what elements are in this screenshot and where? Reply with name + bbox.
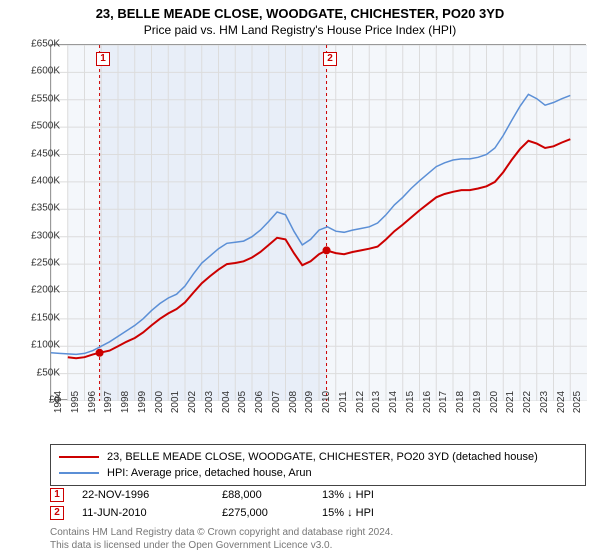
page-subtitle: Price paid vs. HM Land Registry's House … bbox=[0, 23, 600, 37]
y-axis-label: £650K bbox=[31, 39, 60, 50]
x-axis-label: 2012 bbox=[355, 391, 366, 413]
x-axis-label: 2019 bbox=[472, 391, 483, 413]
x-axis-label: 2000 bbox=[154, 391, 165, 413]
x-axis-label: 2011 bbox=[338, 391, 349, 413]
y-axis-label: £300K bbox=[31, 230, 60, 241]
x-axis-label: 2009 bbox=[304, 391, 315, 413]
y-axis-label: £350K bbox=[31, 203, 60, 214]
x-axis-label: 2022 bbox=[522, 391, 533, 413]
legend-item: HPI: Average price, detached house, Arun bbox=[59, 465, 577, 481]
chart-canvas bbox=[51, 45, 587, 401]
x-axis-label: 1997 bbox=[103, 391, 114, 413]
x-axis-label: 1999 bbox=[137, 391, 148, 413]
sale-date: 11-JUN-2010 bbox=[82, 507, 222, 519]
x-axis-label: 1998 bbox=[120, 391, 131, 413]
sale-row: 1 22-NOV-1996£88,00013% ↓ HPI bbox=[50, 486, 442, 504]
x-axis-label: 2014 bbox=[388, 391, 399, 413]
x-axis-label: 2008 bbox=[288, 391, 299, 413]
x-axis-label: 2020 bbox=[489, 391, 500, 413]
legend-swatch bbox=[59, 456, 99, 458]
legend-swatch bbox=[59, 472, 99, 474]
x-axis-label: 2004 bbox=[221, 391, 232, 413]
legend-item: 23, BELLE MEADE CLOSE, WOODGATE, CHICHES… bbox=[59, 449, 577, 465]
footer-line: This data is licensed under the Open Gov… bbox=[50, 539, 393, 552]
sales-table: 1 22-NOV-1996£88,00013% ↓ HPI 2 11-JUN-2010… bbox=[50, 486, 442, 522]
x-axis-label: 2013 bbox=[371, 391, 382, 413]
x-axis-label: 1996 bbox=[87, 391, 98, 413]
y-axis-label: £400K bbox=[31, 175, 60, 186]
legend-label: 23, BELLE MEADE CLOSE, WOODGATE, CHICHES… bbox=[107, 451, 538, 463]
x-axis-label: 2007 bbox=[271, 391, 282, 413]
sale-marker-1: 1 bbox=[96, 52, 110, 66]
y-axis-label: £50K bbox=[37, 367, 60, 378]
sale-marker-2: 2 bbox=[323, 52, 337, 66]
x-axis-label: 2024 bbox=[556, 391, 567, 413]
legend-label: HPI: Average price, detached house, Arun bbox=[107, 467, 312, 479]
footer-line: Contains HM Land Registry data © Crown c… bbox=[50, 526, 393, 539]
sale-row: 2 11-JUN-2010£275,00015% ↓ HPI bbox=[50, 504, 442, 522]
x-axis-label: 2005 bbox=[237, 391, 248, 413]
x-axis-label: 2018 bbox=[455, 391, 466, 413]
x-axis-label: 2021 bbox=[505, 391, 516, 413]
sale-diff: 15% ↓ HPI bbox=[322, 507, 442, 519]
y-axis-label: £550K bbox=[31, 93, 60, 104]
y-axis-label: £450K bbox=[31, 148, 60, 159]
x-axis-label: 2006 bbox=[254, 391, 265, 413]
sale-diff: 13% ↓ HPI bbox=[322, 489, 442, 501]
x-axis-label: 2023 bbox=[539, 391, 550, 413]
y-axis-label: £600K bbox=[31, 66, 60, 77]
sale-marker-icon: 1 bbox=[50, 488, 64, 502]
y-axis-label: £200K bbox=[31, 285, 60, 296]
x-axis-label: 2010 bbox=[321, 391, 332, 413]
y-axis-label: £250K bbox=[31, 258, 60, 269]
x-axis-label: 1995 bbox=[70, 391, 81, 413]
legend: 23, BELLE MEADE CLOSE, WOODGATE, CHICHES… bbox=[50, 444, 586, 486]
x-axis-label: 2025 bbox=[572, 391, 583, 413]
page-title: 23, BELLE MEADE CLOSE, WOODGATE, CHICHES… bbox=[0, 6, 600, 21]
x-axis-label: 2003 bbox=[204, 391, 215, 413]
x-axis-label: 2002 bbox=[187, 391, 198, 413]
y-axis-label: £100K bbox=[31, 340, 60, 351]
sale-price: £275,000 bbox=[222, 507, 322, 519]
sale-marker-icon: 2 bbox=[50, 506, 64, 520]
price-chart bbox=[50, 44, 586, 400]
sale-price: £88,000 bbox=[222, 489, 322, 501]
sale-date: 22-NOV-1996 bbox=[82, 489, 222, 501]
footer-attribution: Contains HM Land Registry data © Crown c… bbox=[50, 526, 393, 552]
x-axis-label: 2001 bbox=[170, 391, 181, 413]
y-axis-label: £500K bbox=[31, 121, 60, 132]
x-axis-label: 2015 bbox=[405, 391, 416, 413]
x-axis-label: 1994 bbox=[53, 391, 64, 413]
y-axis-label: £150K bbox=[31, 312, 60, 323]
x-axis-label: 2016 bbox=[422, 391, 433, 413]
x-axis-label: 2017 bbox=[438, 391, 449, 413]
